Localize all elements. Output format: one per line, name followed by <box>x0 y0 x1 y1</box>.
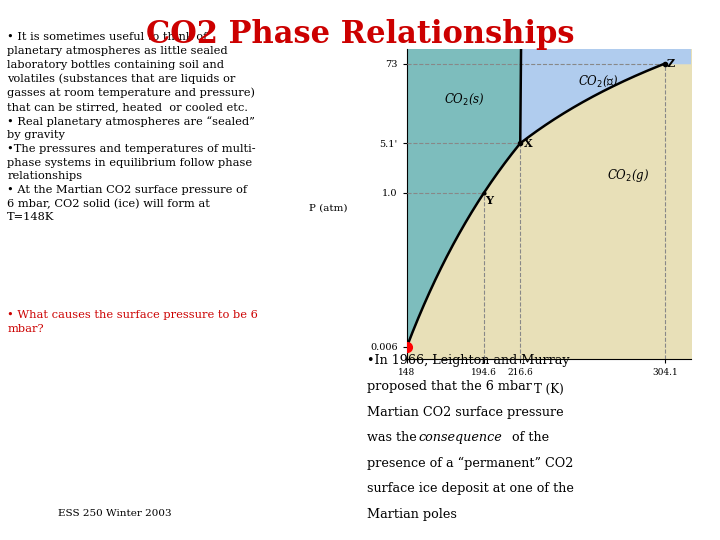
Text: presence of a “permanent” CO2: presence of a “permanent” CO2 <box>367 457 574 470</box>
X-axis label: T (K): T (K) <box>534 383 564 396</box>
Text: consequence: consequence <box>418 431 502 444</box>
Text: ESS 250 Winter 2003: ESS 250 Winter 2003 <box>58 509 171 518</box>
Text: CO$_2$(g): CO$_2$(g) <box>607 167 649 184</box>
Polygon shape <box>521 49 691 143</box>
Text: •In 1966, Leighton and Murray: •In 1966, Leighton and Murray <box>367 354 570 367</box>
Text: was the: was the <box>367 431 421 444</box>
Text: • It is sometimes useful to think of
planetary atmospheres as little sealed
labo: • It is sometimes useful to think of pla… <box>7 32 256 222</box>
Text: of the: of the <box>508 431 549 444</box>
Text: X: X <box>523 138 532 149</box>
Text: Z: Z <box>667 58 675 69</box>
Text: P (atm): P (atm) <box>310 204 348 212</box>
Text: CO$_2$(ℓ): CO$_2$(ℓ) <box>578 74 619 89</box>
Text: Martian CO2 surface pressure: Martian CO2 surface pressure <box>367 406 564 419</box>
Text: proposed that the 6 mbar: proposed that the 6 mbar <box>367 380 532 393</box>
Text: surface ice deposit at one of the: surface ice deposit at one of the <box>367 482 574 495</box>
Text: • What causes the surface pressure to be 6
mbar?: • What causes the surface pressure to be… <box>7 310 258 334</box>
Polygon shape <box>407 49 521 359</box>
Text: Y: Y <box>485 195 493 206</box>
Text: Martian poles: Martian poles <box>367 508 457 521</box>
Text: CO2 Phase Relationships: CO2 Phase Relationships <box>145 19 575 50</box>
Text: CO$_2$(s): CO$_2$(s) <box>444 92 485 107</box>
